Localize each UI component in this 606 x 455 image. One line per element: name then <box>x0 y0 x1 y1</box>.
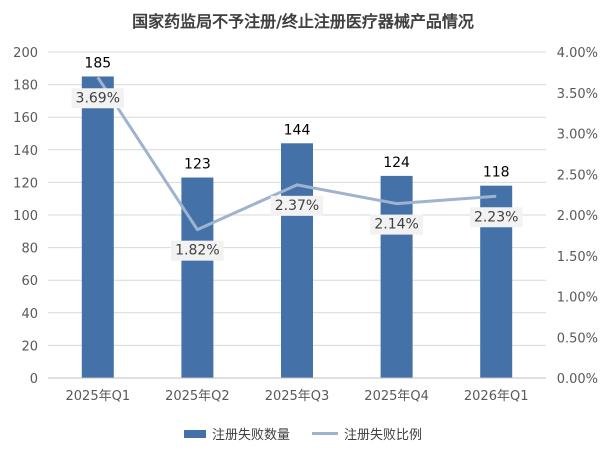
bar-value-label: 124 <box>383 155 410 171</box>
ratio-value-label: 3.69% <box>76 90 120 106</box>
bars <box>81 76 513 378</box>
legend-swatch-line <box>312 432 338 435</box>
y-left-tick-label: 140 <box>13 144 38 159</box>
ratio-label-background <box>270 195 324 216</box>
y-left-tick-label: 100 <box>13 209 38 224</box>
ratio-label-background <box>71 88 125 109</box>
y-right-tick-label: 1.50% <box>557 250 598 265</box>
legend-item-count: 注册失败数量 <box>183 424 290 443</box>
ratio-label-group: 2.37% <box>270 195 324 216</box>
ratio-line <box>96 76 497 232</box>
ratio-label-group: 2.14% <box>370 214 423 235</box>
y-left-tick-label: 180 <box>13 79 38 94</box>
ratio-value-label: 2.37% <box>275 198 319 214</box>
bar-value-label: 118 <box>483 165 510 181</box>
x-tick-label: 2025年Q4 <box>364 389 429 404</box>
y-right-tick-label: 3.00% <box>557 128 598 143</box>
y-left-tick-label: 200 <box>13 46 38 61</box>
legend-item-ratio: 注册失败比例 <box>312 424 422 443</box>
y-right-tick-label: 3.50% <box>557 87 598 102</box>
y-right-tick-label: 2.00% <box>557 209 598 224</box>
chart-title: 国家药监局不予注册/终止注册医疗器械产品情况 <box>132 12 474 31</box>
x-tick-label: 2025年Q3 <box>265 389 330 404</box>
bar-value-label: 144 <box>284 122 311 138</box>
legend: 注册失败数量 注册失败比例 <box>0 424 606 443</box>
y-left-tick-label: 80 <box>21 242 38 257</box>
y-left-tick-label: 40 <box>21 307 38 322</box>
ratio-label-group: 2.23% <box>469 207 523 228</box>
ratio-label-group: 3.69% <box>71 88 125 109</box>
legend-label-ratio: 注册失败比例 <box>344 428 423 443</box>
combo-chart: 185 123 144 124 118 3.69% 1.82% 2.37% 2.14% 2.23%… <box>13 46 598 404</box>
bar <box>281 143 313 378</box>
y-left-tick-label: 60 <box>21 274 38 289</box>
legend-swatch-bar <box>183 429 206 438</box>
y-right-tick-label: 0.50% <box>557 331 598 346</box>
bar <box>181 177 214 378</box>
y-left-tick-label: 160 <box>13 111 38 126</box>
ratio-label-group: 1.82% <box>171 240 224 261</box>
y-right-tick-label: 1.00% <box>557 291 598 306</box>
y-right-tick-label: 2.50% <box>557 168 598 183</box>
ratio-value-label: 1.82% <box>175 243 219 259</box>
bar-value-label: 185 <box>84 55 111 71</box>
x-tick-label: 2025年Q1 <box>66 389 131 404</box>
y-right-tick-label: 4.00% <box>557 46 598 61</box>
ratio-label-background <box>370 214 423 235</box>
y-left-tick-label: 0 <box>30 372 38 387</box>
x-tick-label: 2026年Q1 <box>464 389 529 404</box>
y-left-tick-label: 120 <box>13 176 38 191</box>
bar <box>81 76 114 378</box>
ratio-value-label: 2.14% <box>374 217 418 233</box>
axes: 0 20 40 60 80 100 120 140 160 180 200 0.00% 0.50% 1.0… <box>13 46 598 404</box>
ratio-label-background <box>469 207 523 228</box>
data-labels: 185 123 144 124 118 3.69% 1.82% 2.37% 2.14% 2.23% <box>71 55 523 261</box>
ratio-value-label: 2.23% <box>474 209 518 225</box>
bar <box>380 175 413 378</box>
ratio-series-line <box>96 76 497 232</box>
y-left-tick-label: 20 <box>21 339 38 354</box>
x-tick-label: 2025年Q2 <box>165 389 230 404</box>
legend-label-count: 注册失败数量 <box>211 428 290 443</box>
y-right-tick-label: 0.00% <box>557 372 598 387</box>
ratio-label-background <box>171 240 224 261</box>
bar-value-label: 123 <box>184 157 211 173</box>
